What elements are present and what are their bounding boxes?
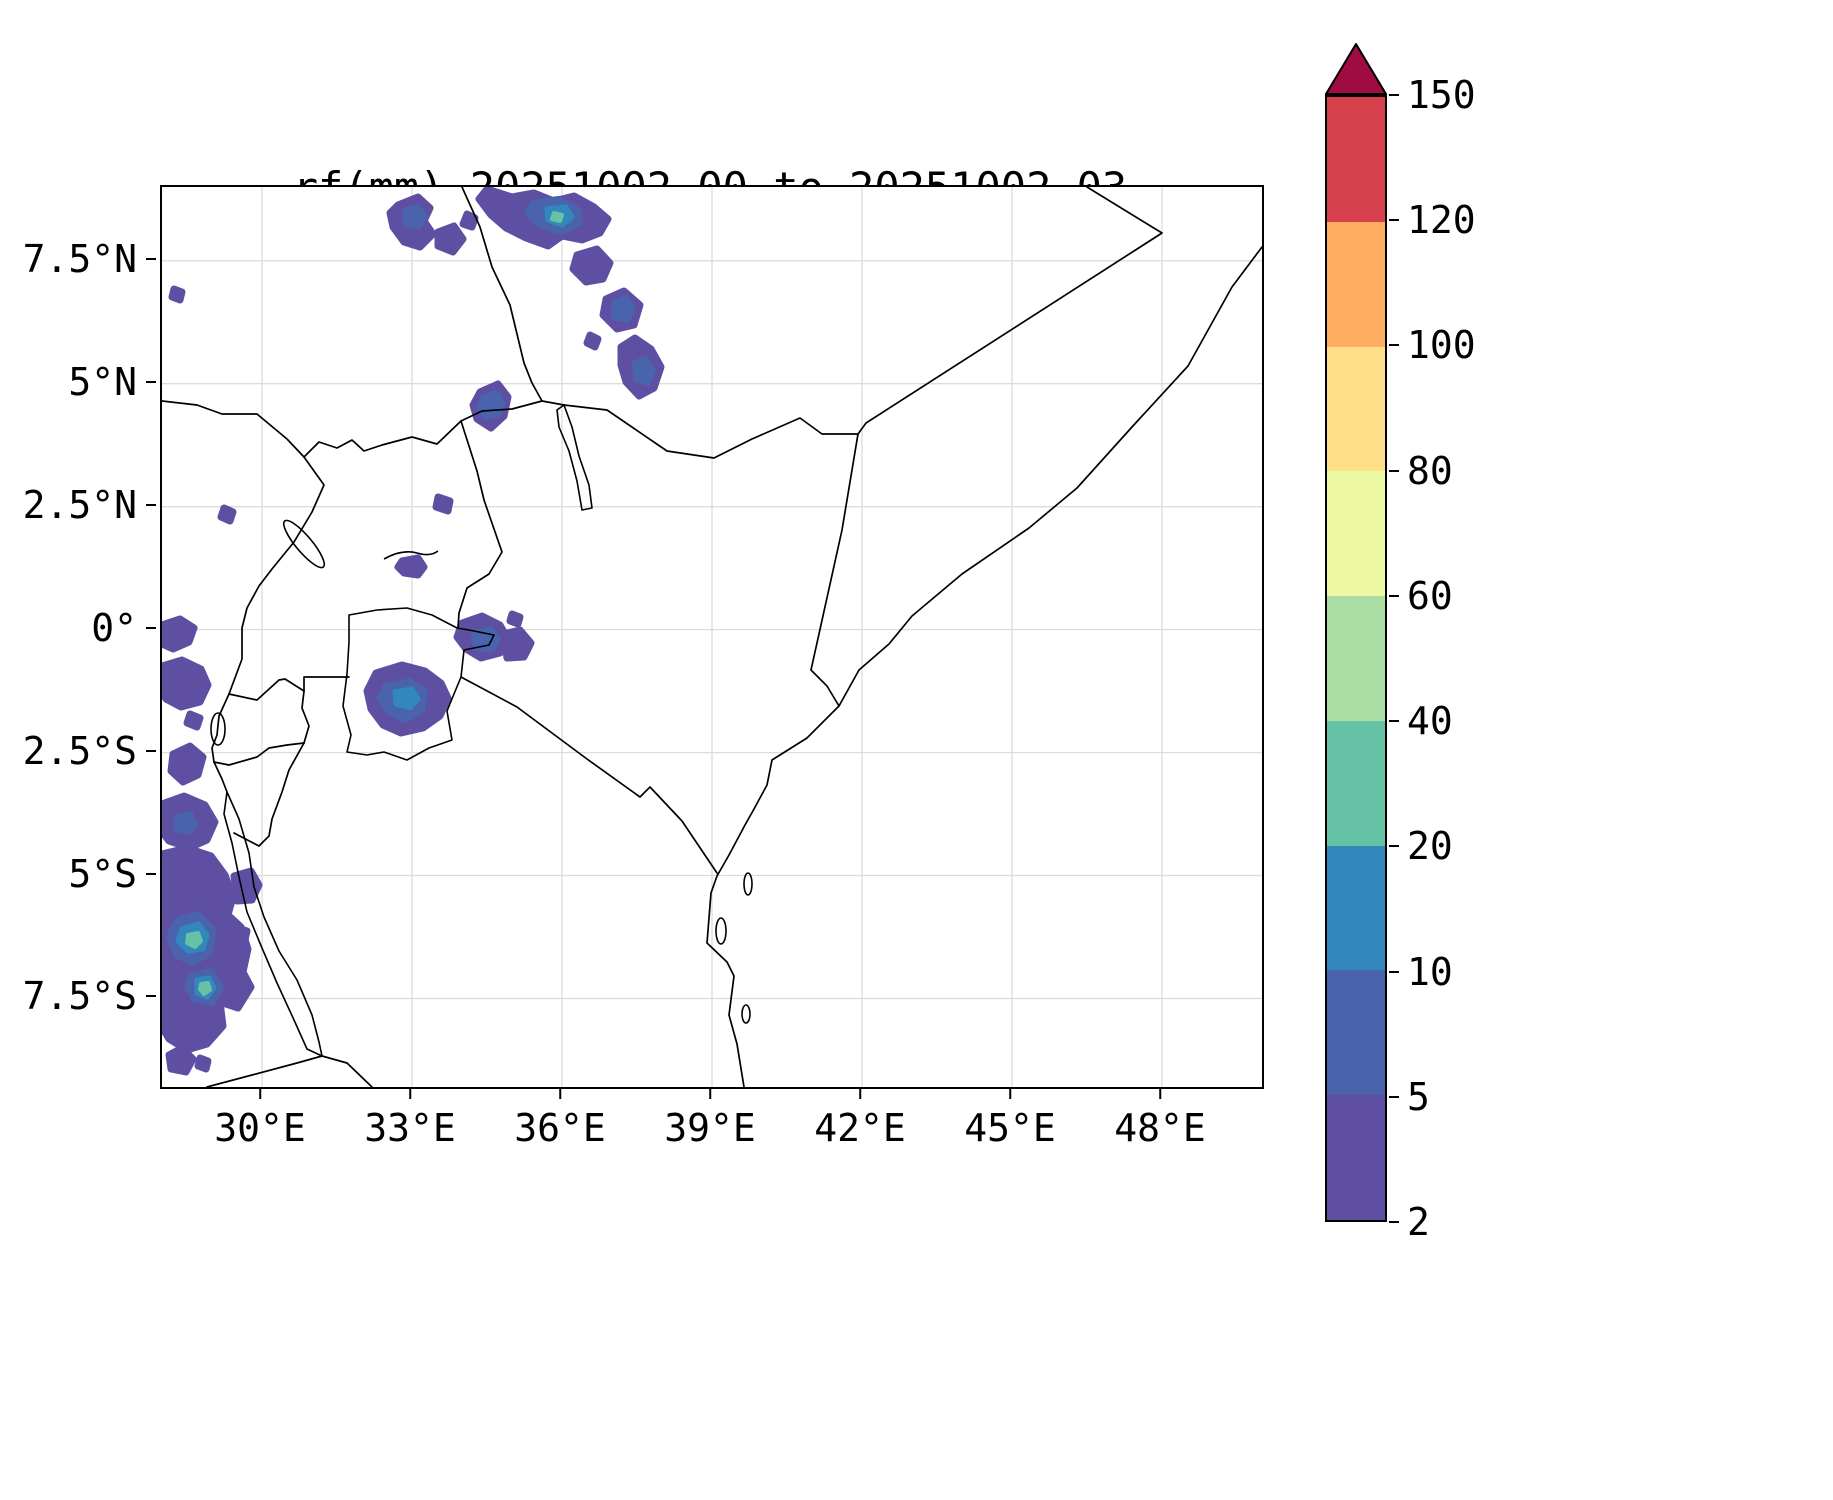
border-tanzania-zambia (321, 1055, 373, 1087)
mafia-island (741, 1004, 751, 1024)
border-southsudan-ethiopia (461, 187, 565, 406)
x-tick-45: 45°E (964, 1089, 1056, 1150)
border-burundi-tanzania (258, 742, 305, 847)
x-tick-36: 36°E (514, 1089, 606, 1150)
colorbar-segments (1325, 95, 1387, 1222)
rain-shading-20-40mm (185, 211, 564, 996)
x-axis: 30°E 33°E 36°E 39°E 42°E 45°E 48°E (160, 1089, 1260, 1159)
lake-kivu (210, 712, 226, 746)
x-tick-42: 42°E (814, 1089, 906, 1150)
y-tick--2.5: 2.5°S (23, 729, 156, 773)
colorbar-tick-2: 2 (1389, 1200, 1430, 1244)
border-kenya-somalia (810, 433, 859, 707)
colorbar-segment-10-20 (1327, 845, 1385, 971)
colorbar-tick-10: 10 (1389, 950, 1453, 994)
border-drc-zambia (206, 1055, 323, 1087)
y-tick-5: 5°N (68, 360, 156, 404)
y-tick--7.5: 7.5°S (23, 974, 156, 1018)
colorbar-segment-20-40 (1327, 720, 1385, 846)
colorbar-extend-triangle (1325, 43, 1387, 95)
map-plot (160, 185, 1264, 1089)
border-uganda-southsudan (303, 420, 462, 458)
lake-turkana (556, 404, 593, 511)
pemba-island (743, 872, 753, 896)
border-uganda-kenya (457, 420, 503, 629)
x-tick-33: 33°E (364, 1089, 456, 1150)
lake-victoria (342, 607, 495, 761)
border-uganda-tanzania (303, 676, 350, 692)
y-tick--5: 5°S (68, 852, 156, 896)
lake-albert (282, 519, 326, 569)
border-drc-southsudan (162, 400, 305, 458)
colorbar-tick-40: 40 (1389, 699, 1453, 743)
border-rwanda-burundi (213, 742, 305, 766)
colorbar-tick-80: 80 (1389, 449, 1453, 493)
lakes (210, 404, 753, 1057)
colorbar-tick-20: 20 (1389, 824, 1453, 868)
colorbar-tick-120: 120 (1389, 198, 1476, 242)
colorbar-segment-80-100 (1327, 346, 1385, 472)
colorbar-over-arrow (1325, 43, 1387, 95)
colorbar-tick-5: 5 (1389, 1075, 1430, 1119)
colorbar (1325, 43, 1387, 1222)
zanzibar-island (715, 917, 727, 945)
colorbar-segment-40-60 (1327, 596, 1385, 721)
gridlines (162, 187, 1262, 1087)
x-tick-30: 30°E (214, 1089, 306, 1150)
lake-kyoga (383, 550, 439, 560)
colorbar-tick-60: 60 (1389, 574, 1453, 618)
lake-tanganyika (223, 791, 323, 1057)
coastline-indian-ocean (706, 246, 1262, 1087)
x-tick-48: 48°E (1114, 1089, 1206, 1150)
y-tick-2.5: 2.5°N (23, 483, 156, 527)
colorbar-tick-150: 150 (1389, 73, 1476, 117)
rain-shading-2-5mm (162, 187, 665, 1076)
colorbar-ticks: 2 5 10 20 40 60 80 100 120 150 (1389, 73, 1549, 1244)
y-tick-7.5: 7.5°N (23, 237, 156, 281)
border-drc-uganda (228, 456, 325, 695)
border-ethiopia-kenya (563, 404, 859, 459)
coastlines-and-borders (162, 187, 1262, 1087)
border-rwanda-drc (211, 693, 230, 763)
colorbar-segment-100-120 (1327, 221, 1385, 347)
colorbar-segment-5-10 (1327, 970, 1385, 1096)
border-rwanda-uganda (228, 678, 305, 701)
colorbar-segment-2-5 (1327, 1095, 1385, 1221)
border-rwanda-tanzania (301, 690, 310, 744)
y-tick-0: 0° (91, 606, 156, 650)
colorbar-segment-60-80 (1327, 471, 1385, 597)
map-svg (162, 187, 1262, 1087)
border-burundi-drc (213, 761, 260, 847)
colorbar-segment-120-150 (1327, 97, 1385, 222)
x-tick-39: 39°E (664, 1089, 756, 1150)
y-axis: 7.5°N 5°N 2.5°N 0° 2.5°S 5°S 7.5°S (0, 185, 156, 1085)
colorbar-tick-100: 100 (1389, 323, 1476, 367)
border-kenya-southsudan (460, 400, 543, 422)
border-ethiopia-somalia (857, 187, 1163, 435)
border-kenya-tanzania (460, 676, 718, 874)
